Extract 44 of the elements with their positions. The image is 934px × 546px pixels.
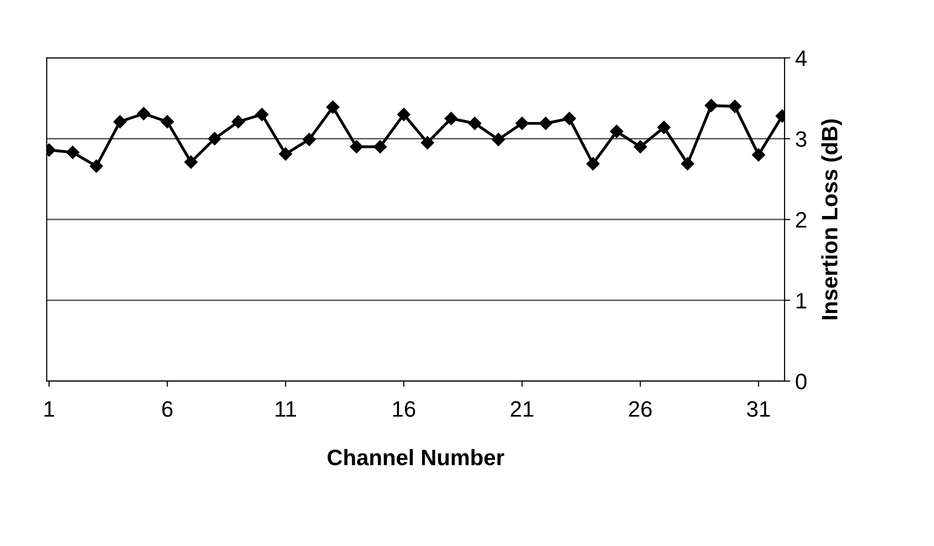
point [160, 115, 174, 128]
point [350, 140, 364, 154]
point [562, 112, 576, 126]
point [255, 108, 268, 122]
point [420, 136, 434, 150]
point [444, 112, 458, 126]
point [90, 160, 103, 173]
y-tick-label: 1 [796, 293, 806, 308]
point [66, 146, 80, 160]
x-tick-label: 1 [44, 401, 54, 417]
point [515, 116, 529, 130]
point [278, 147, 292, 161]
point [232, 115, 245, 128]
point [728, 100, 742, 113]
point [752, 148, 766, 162]
y-tick-label: 3 [796, 131, 806, 147]
x-tick-label: 31 [747, 401, 770, 417]
point [397, 108, 410, 122]
x-tick-label: 26 [629, 401, 652, 417]
point [137, 107, 150, 120]
point [208, 132, 222, 146]
y-axis-title: Insertion Loss (dB) [821, 119, 842, 320]
point [610, 124, 624, 138]
point [704, 98, 718, 112]
x-tick-label: 11 [276, 401, 296, 417]
point [184, 156, 198, 169]
point [492, 132, 505, 146]
point [113, 115, 127, 128]
x-tick-label: 16 [393, 401, 416, 417]
point [634, 140, 647, 154]
point [539, 116, 552, 130]
point [657, 120, 671, 134]
point [326, 100, 340, 114]
point [374, 140, 387, 154]
y-tick-label: 2 [796, 212, 806, 228]
y-tick-label: 0 [796, 374, 806, 390]
x-tick-label: 21 [510, 401, 534, 417]
x-axis-title: Channel Number [328, 449, 504, 466]
x-tick-label: 6 [162, 401, 173, 417]
y-tick-label: 4 [795, 50, 807, 66]
point [586, 157, 600, 170]
point [302, 132, 316, 146]
point [681, 157, 694, 170]
point [468, 116, 482, 130]
